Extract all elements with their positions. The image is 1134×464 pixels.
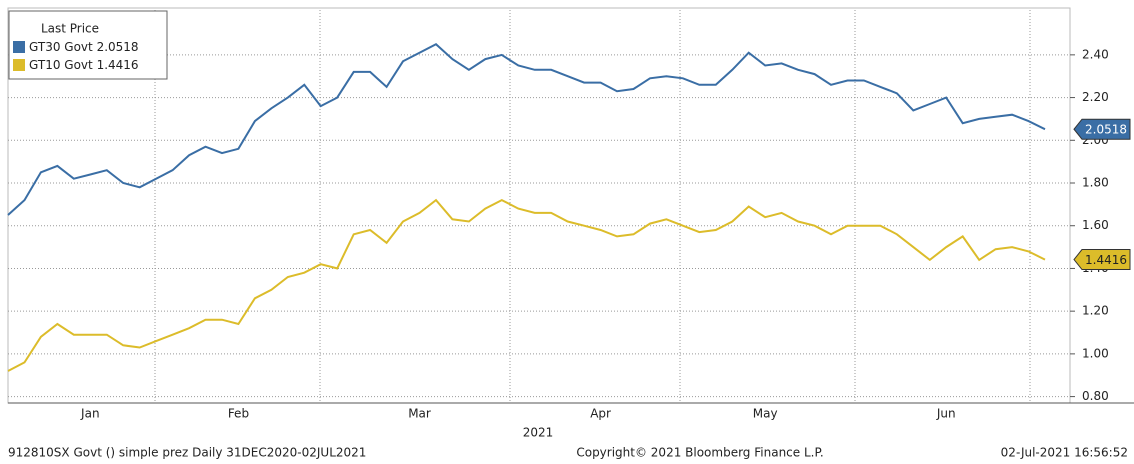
legend-swatch	[13, 41, 25, 53]
series-line	[7, 42, 1046, 216]
legend-box	[8, 10, 168, 80]
footnote: 912810SX Govt () simple prez Daily 31DEC…	[8, 446, 366, 460]
plot-area	[7, 7, 1071, 404]
x-tick-label: Apr	[590, 407, 611, 421]
last-price-badge	[1073, 249, 1131, 271]
legend-title: Last Price	[41, 22, 99, 36]
y-tick-label: 1.60	[1082, 218, 1109, 232]
x-tick-label: Feb	[228, 407, 249, 421]
x-tick-label: Mar	[408, 407, 431, 421]
last-price-label: 2.0518	[1085, 123, 1127, 137]
y-tick-label: 1.80	[1082, 176, 1109, 190]
legend-label: GT10 Govt 1.4416	[29, 58, 139, 72]
y-tick-label: 2.20	[1082, 90, 1109, 104]
x-axis-label: 2021	[523, 426, 554, 440]
legend-label: GT30 Govt 2.0518	[29, 40, 139, 54]
x-tick-label: Jan	[80, 407, 100, 421]
y-tick-label: 0.80	[1082, 389, 1109, 403]
y-tick-label: 2.40	[1082, 47, 1109, 61]
y-tick-label: 1.20	[1082, 304, 1109, 318]
last-price-badge	[1073, 118, 1131, 140]
legend-value: 2.0518	[97, 40, 139, 54]
y-tick-label: 1.00	[1082, 346, 1109, 360]
last-price-label: 1.4416	[1085, 253, 1127, 267]
x-tick-label: May	[753, 407, 778, 421]
legend-name: GT10 Govt	[29, 58, 93, 72]
legend-swatch	[13, 59, 25, 71]
legend-value: 1.4416	[97, 58, 139, 72]
footnote: Copyright© 2021 Bloomberg Finance L.P.	[576, 446, 823, 460]
series-line	[7, 198, 1046, 372]
x-tick-label: Jun	[936, 407, 956, 421]
footnote: 02-Jul-2021 16:56:52	[1001, 446, 1128, 460]
legend-name: GT30 Govt	[29, 40, 93, 54]
